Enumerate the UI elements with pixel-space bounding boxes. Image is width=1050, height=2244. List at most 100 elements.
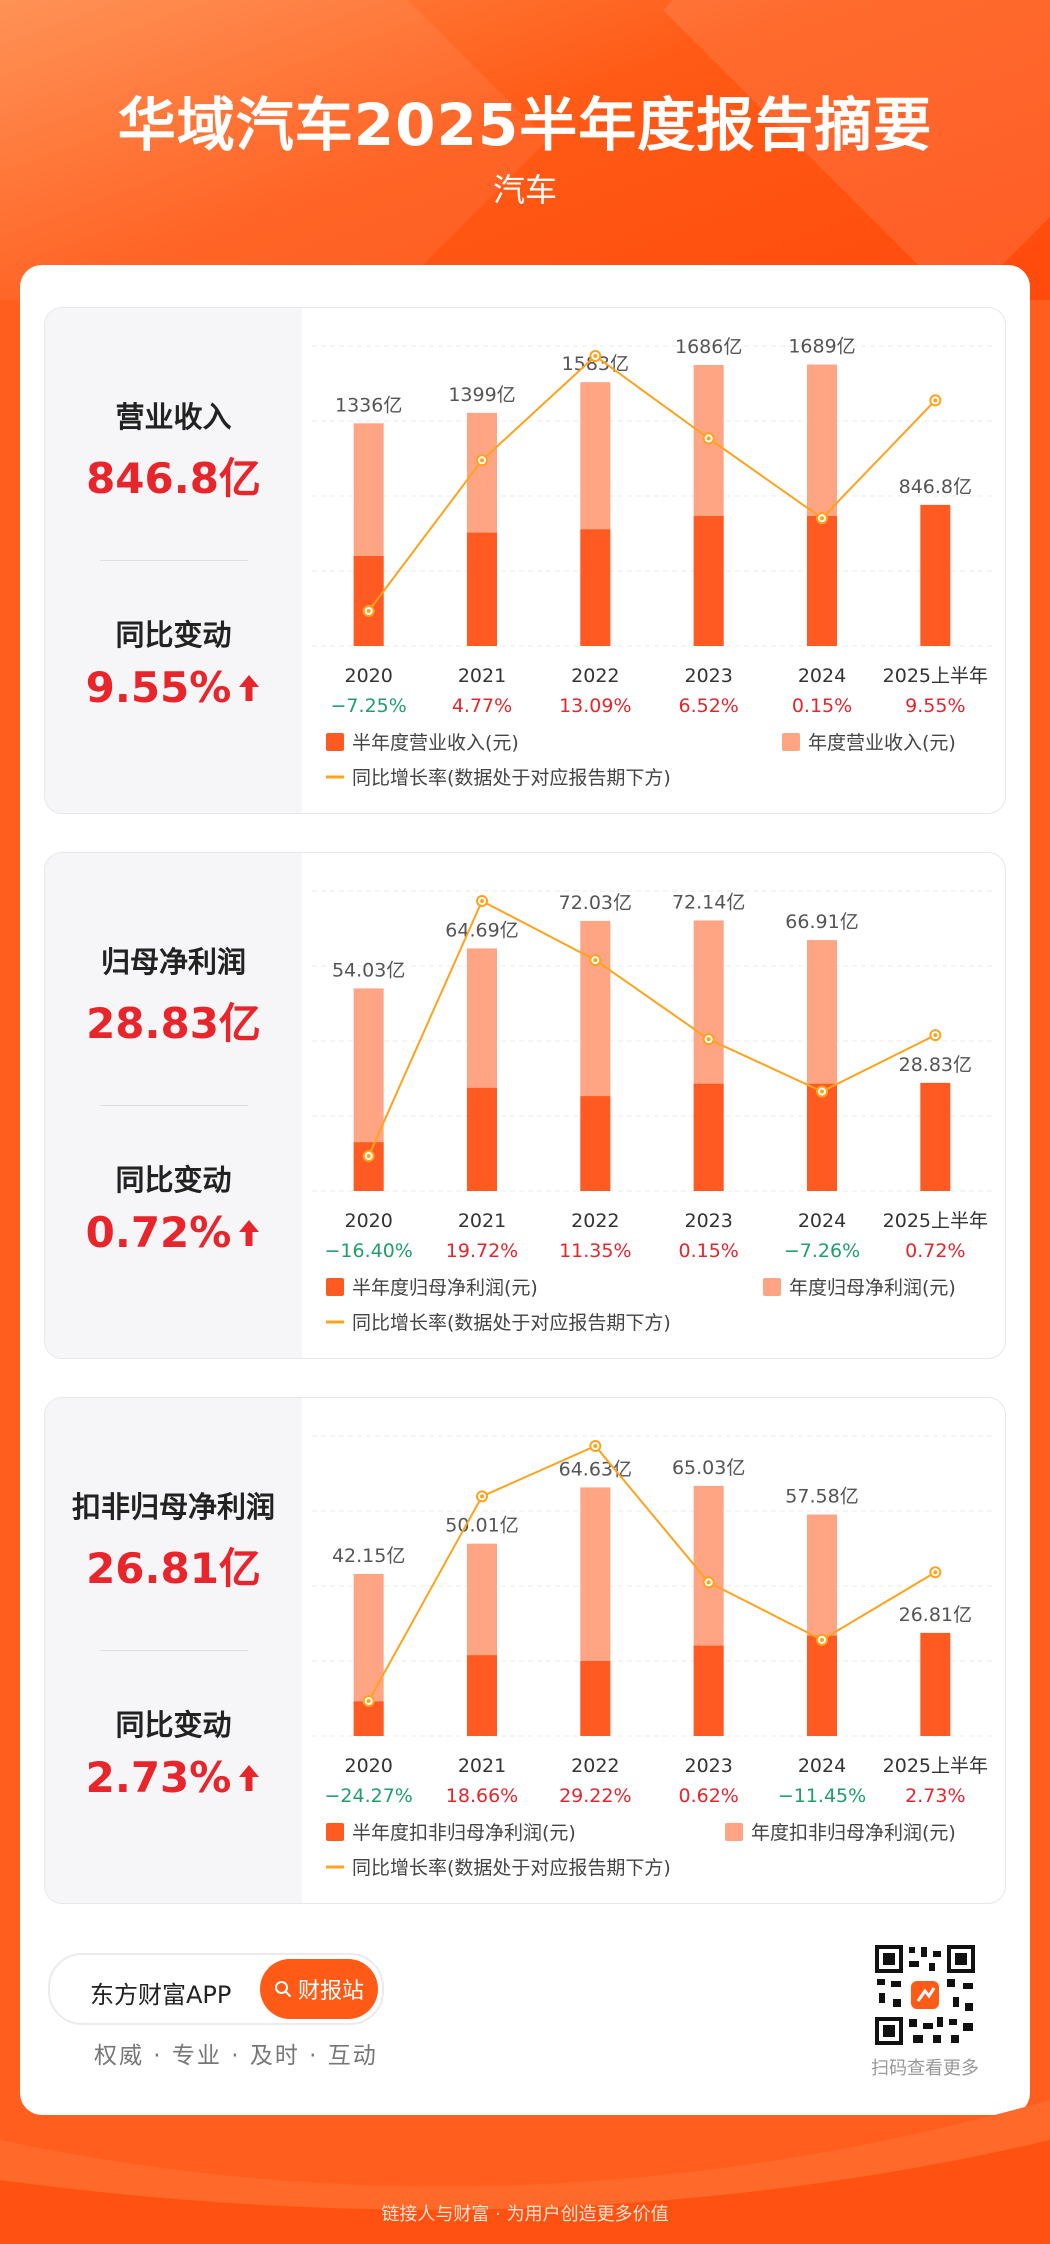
app-search-bar[interactable]: 东方财富APP 财报站 [48, 1953, 384, 2025]
net-profit-panel: 归母净利润 28.83亿 同比变动 0.72% 54.03亿 2020 −16.40% 64.… [44, 852, 1006, 1359]
change-value: 9.55% [85, 663, 232, 712]
growth-rate-label: −24.27% [324, 1785, 412, 1807]
app-slogan: 权威 · 专业 · 及时 · 互动 [94, 2043, 378, 2069]
growth-point-dot [933, 1033, 938, 1038]
bar-line-chart: 42.15亿 2020 −24.27% 50.01亿 2021 18.66% 64.63亿 2… [312, 1435, 992, 1879]
half-year-bar [353, 556, 384, 646]
qr-code[interactable] [873, 1943, 977, 2047]
metric-value: 846.8亿 [86, 454, 261, 503]
x-tick-label: 2023 [684, 665, 732, 687]
arrow-up-icon [239, 674, 260, 701]
bar-value-label: 65.03亿 [672, 1457, 745, 1479]
divider [100, 1650, 248, 1651]
growth-point-dot [706, 436, 711, 441]
bar-value-label: 72.03亿 [559, 892, 632, 914]
bar-value-label: 1686亿 [675, 336, 742, 358]
growth-point-dot [366, 609, 371, 613]
bar-value-label: 42.15亿 [332, 1545, 405, 1567]
x-tick-label: 2024 [798, 665, 846, 687]
half-year-bar [920, 504, 951, 646]
change-value-row: 0.72% [45, 1208, 302, 1257]
legend-line-label: 同比增长率(数据处于对应报告期下方) [352, 1857, 671, 1879]
x-tick-label: 2025上半年 [883, 1210, 988, 1232]
growth-point-dot [366, 1154, 371, 1158]
growth-rate-label: −16.40% [324, 1240, 412, 1262]
bar-value-label: 1336亿 [335, 394, 402, 416]
bar-value-label: 50.01亿 [445, 1515, 518, 1537]
change-label: 同比变动 [115, 1163, 232, 1197]
bar-value-label: 26.81亿 [899, 1604, 972, 1626]
half-year-bar [467, 532, 497, 646]
arrow-up-icon [239, 1764, 260, 1791]
growth-point-dot [366, 1699, 371, 1703]
x-tick-label: 2023 [684, 1210, 732, 1232]
growth-rate-label: 29.22% [559, 1785, 631, 1807]
search-icon [274, 1981, 291, 1997]
change-value-row: 2.73% [45, 1753, 302, 1802]
legend-swatch-half [326, 1823, 344, 1841]
x-tick-label: 2024 [798, 1755, 846, 1777]
x-tick-label: 2023 [684, 1755, 732, 1777]
change-label: 同比变动 [115, 618, 232, 652]
gridlines [312, 345, 992, 647]
x-tick-label: 2025上半年 [883, 1755, 988, 1777]
growth-rate-label: 11.35% [559, 1240, 631, 1262]
revenue-panel: 营业收入 846.8亿 同比变动 9.55% 1336亿 2020 −7.25% 1399亿 2… [44, 307, 1006, 814]
divider [100, 1105, 248, 1106]
x-tick-label: 2022 [571, 665, 619, 687]
growth-line [367, 354, 937, 612]
growth-point-dot [480, 458, 484, 463]
legend-annual-label: 年度营业收入(元) [808, 732, 956, 754]
metric-label: 营业收入 [115, 400, 232, 434]
gridlines [312, 1435, 992, 1737]
half-year-bar [807, 516, 837, 646]
half-year-bar [807, 1635, 837, 1736]
growth-rate-label: −11.45% [778, 1785, 866, 1807]
bar-value-label: 1583亿 [562, 353, 629, 375]
footer-slogan: 链接人与财富 · 为用户创造更多价值 [381, 2204, 669, 2225]
legend-half-label: 半年度扣非归母净利润(元) [352, 1822, 576, 1844]
deducted-net-profit-panel: 扣非归母净利润 26.81亿 同比变动 2.73% 42.15亿 2020 −24.27% 5… [44, 1397, 1006, 1904]
legend-swatch-annual [763, 1278, 781, 1296]
half-year-bar [580, 529, 611, 646]
metric-label: 扣非归母净利润 [71, 1490, 275, 1524]
x-tick-label: 2024 [798, 1210, 846, 1232]
report-station-label: 财报站 [297, 1979, 364, 2004]
page-title: 华域汽车2025半年度报告摘要 [117, 91, 933, 159]
growth-line [367, 1444, 936, 1702]
bar-value-label: 57.58亿 [785, 1486, 858, 1508]
report-station-button[interactable]: 财报站 [260, 1959, 378, 2019]
half-year-bar [467, 1655, 497, 1736]
growth-point-dot [593, 1444, 598, 1448]
half-year-bar [807, 1083, 837, 1191]
growth-point-dot [820, 516, 824, 521]
legend-half-label: 半年度归母净利润(元) [352, 1277, 538, 1299]
growth-rate-label: 19.72% [446, 1240, 518, 1262]
half-year-bar [580, 1096, 611, 1191]
growth-rate-label: −7.26% [784, 1240, 860, 1262]
bar-value-label: 66.91亿 [785, 911, 858, 933]
legend-swatch-annual [782, 733, 800, 751]
legend-swatch-half [326, 1278, 344, 1296]
growth-rate-label: 6.52% [678, 695, 738, 717]
qr-caption: 扫码查看更多 [871, 2058, 979, 2079]
x-tick-label: 2022 [571, 1755, 619, 1777]
legend-swatch-half [326, 733, 344, 751]
legend-annual-label: 年度归母净利润(元) [789, 1277, 956, 1299]
metric-summary: 扣非归母净利润 26.81亿 同比变动 2.73% [45, 1398, 302, 1903]
half-year-bar [353, 1142, 384, 1191]
x-tick-label: 2021 [458, 665, 506, 687]
bar-line-chart: 1336亿 2020 −7.25% 1399亿 2021 4.77% 1583亿 2022 13… [312, 336, 992, 789]
divider [100, 560, 248, 561]
growth-rate-label: 0.62% [678, 1785, 738, 1807]
arrow-up-icon [239, 1219, 260, 1246]
x-tick-label: 2020 [344, 1210, 392, 1232]
growth-rate-label: 0.15% [792, 695, 852, 717]
half-year-bar [580, 1661, 611, 1736]
half-year-bar [467, 1087, 497, 1191]
legend-half-label: 半年度营业收入(元) [352, 732, 519, 754]
x-tick-label: 2021 [458, 1210, 506, 1232]
footer-wave [0, 2100, 1050, 2244]
x-tick-label: 2020 [344, 1755, 392, 1777]
growth-point-dot [706, 1037, 711, 1042]
